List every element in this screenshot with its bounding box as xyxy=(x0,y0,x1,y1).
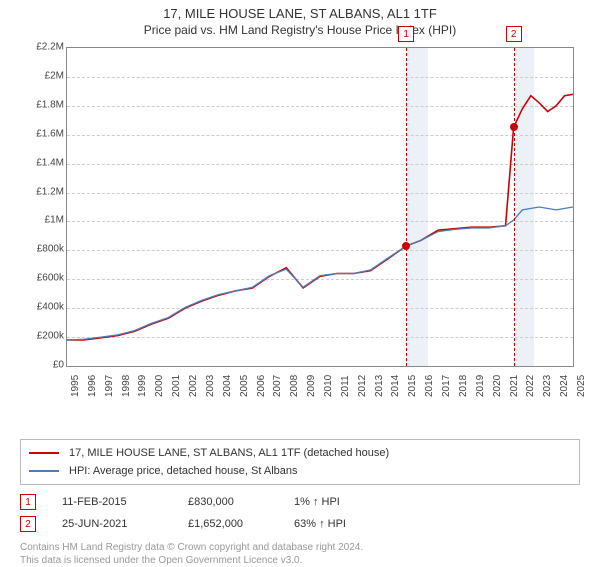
x-axis-label: 2023 xyxy=(542,375,553,397)
transaction-pct: 63% ↑ HPI xyxy=(294,518,404,530)
transaction-marker: 2 xyxy=(20,516,36,532)
chart-title: 17, MILE HOUSE LANE, ST ALBANS, AL1 1TF xyxy=(0,6,600,21)
y-axis-label: £600k xyxy=(20,273,64,284)
legend-label: 17, MILE HOUSE LANE, ST ALBANS, AL1 1TF … xyxy=(69,447,389,459)
x-axis-label: 2003 xyxy=(205,375,216,397)
footer-attribution: Contains HM Land Registry data © Crown c… xyxy=(20,541,580,567)
series-line xyxy=(67,94,573,340)
x-axis-label: 2021 xyxy=(509,375,520,397)
y-axis-label: £400k xyxy=(20,302,64,313)
x-axis-label: 2016 xyxy=(424,375,435,397)
transaction-price: £830,000 xyxy=(188,496,268,508)
transaction-date: 25-JUN-2021 xyxy=(62,518,162,530)
data-point-marker xyxy=(402,242,410,250)
legend-swatch xyxy=(29,470,59,472)
x-axis-label: 2008 xyxy=(289,375,300,397)
footer-line-1: Contains HM Land Registry data © Crown c… xyxy=(20,541,580,554)
x-axis-label: 2004 xyxy=(222,375,233,397)
x-axis-label: 1999 xyxy=(137,375,148,397)
y-axis-label: £2M xyxy=(20,70,64,81)
transaction-row: 1 11-FEB-2015 £830,000 1% ↑ HPI xyxy=(20,491,580,513)
event-line xyxy=(406,48,407,366)
x-axis-label: 1995 xyxy=(70,375,81,397)
chart-area: 12 £0 £200k £400k £600k £800k £1M £1.2M £1.4M £1… xyxy=(20,47,580,397)
x-axis-label: 2012 xyxy=(357,375,368,397)
x-axis-label: 2011 xyxy=(340,375,351,397)
y-axis-label: £1.6M xyxy=(20,128,64,139)
legend-box: 17, MILE HOUSE LANE, ST ALBANS, AL1 1TF … xyxy=(20,439,580,485)
x-axis-label: 2001 xyxy=(171,375,182,397)
x-axis-label: 2006 xyxy=(256,375,267,397)
transaction-pct: 1% ↑ HPI xyxy=(294,496,404,508)
data-point-marker xyxy=(510,123,518,131)
y-axis-label: £0 xyxy=(20,360,64,371)
legend-swatch xyxy=(29,452,59,454)
x-axis-label: 2002 xyxy=(188,375,199,397)
plot-region: 12 xyxy=(66,47,574,367)
y-axis-label: £1M xyxy=(20,215,64,226)
transaction-marker: 1 xyxy=(20,494,36,510)
transactions-table: 1 11-FEB-2015 £830,000 1% ↑ HPI 2 25-JUN-2021… xyxy=(20,491,580,535)
x-axis-label: 2022 xyxy=(525,375,536,397)
legend-item: HPI: Average price, detached house, St A… xyxy=(29,462,571,480)
x-axis-label: 2018 xyxy=(458,375,469,397)
x-axis-label: 2017 xyxy=(441,375,452,397)
x-axis-label: 1996 xyxy=(87,375,98,397)
plot-svg xyxy=(67,48,573,366)
y-axis-label: £1.8M xyxy=(20,99,64,110)
y-axis-label: £1.2M xyxy=(20,186,64,197)
x-axis-label: 2000 xyxy=(154,375,165,397)
legend-label: HPI: Average price, detached house, St A… xyxy=(69,465,298,477)
series-line xyxy=(67,207,573,340)
x-axis-label: 1997 xyxy=(104,375,115,397)
transaction-date: 11-FEB-2015 xyxy=(62,496,162,508)
event-marker: 2 xyxy=(506,26,522,42)
x-axis-label: 1998 xyxy=(121,375,132,397)
event-line xyxy=(514,48,515,366)
x-axis-label: 2009 xyxy=(306,375,317,397)
y-axis-label: £1.4M xyxy=(20,157,64,168)
x-axis-label: 2020 xyxy=(492,375,503,397)
x-axis-label: 2024 xyxy=(559,375,570,397)
x-axis-label: 2010 xyxy=(323,375,334,397)
legend-item: 17, MILE HOUSE LANE, ST ALBANS, AL1 1TF … xyxy=(29,444,571,462)
event-marker: 1 xyxy=(398,26,414,42)
transaction-price: £1,652,000 xyxy=(188,518,268,530)
transaction-row: 2 25-JUN-2021 £1,652,000 63% ↑ HPI xyxy=(20,513,580,535)
y-axis-label: £2.2M xyxy=(20,42,64,53)
y-axis-label: £200k xyxy=(20,331,64,342)
x-axis-label: 2013 xyxy=(374,375,385,397)
x-axis-label: 2007 xyxy=(272,375,283,397)
x-axis-label: 2015 xyxy=(407,375,418,397)
x-axis-label: 2025 xyxy=(576,375,587,397)
y-axis-label: £800k xyxy=(20,244,64,255)
footer-line-2: This data is licensed under the Open Gov… xyxy=(20,554,580,567)
x-axis-label: 2005 xyxy=(239,375,250,397)
x-axis-label: 2019 xyxy=(475,375,486,397)
x-axis-label: 2014 xyxy=(390,375,401,397)
